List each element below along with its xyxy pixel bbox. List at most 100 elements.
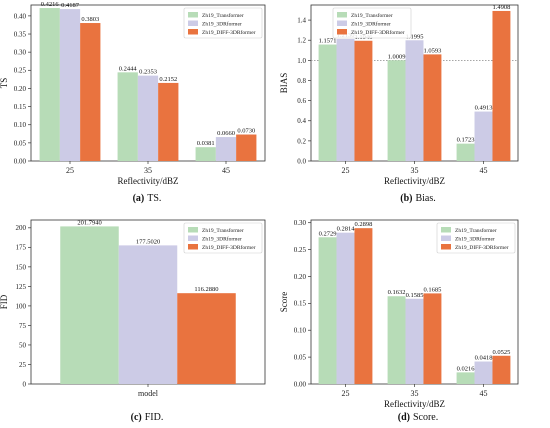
legend-entry: Zh19_Transformer [351, 12, 393, 19]
legend-swatch [441, 244, 451, 250]
data-label: 0.2152 [159, 76, 177, 83]
y-tick-label: 0.6 [297, 97, 306, 105]
bar-Zh19_3DRformer-35 [137, 75, 159, 161]
bar-Zh19_3DRformer-35 [405, 298, 424, 384]
data-label: 0.2898 [355, 221, 373, 228]
y-tick-label: 0.0 [297, 157, 306, 165]
y-tick-label: 100 [16, 302, 27, 310]
x-axis-label: Reflectivity/dBZ [118, 176, 179, 186]
data-label: 0.0418 [475, 355, 493, 362]
legend-entry: Zh19_3DRformer [455, 236, 495, 243]
data-label: 0.1585 [406, 292, 424, 299]
caption-text: Bias. [415, 193, 435, 204]
x-axis-label: Reflectivity/dBZ [384, 399, 445, 409]
y-tick-label: 0.30 [294, 219, 307, 227]
y-tick-label: 0.25 [294, 246, 307, 254]
x-tick-label: 25 [342, 166, 350, 175]
bar-Zh19_Transformer-35 [387, 60, 406, 161]
legend-entry: Zh19_DIFF-3DRformer [202, 244, 256, 251]
bar-Zh19_3DRformer-35 [405, 40, 424, 161]
bar-Zh19_Transformer-25 [318, 44, 337, 161]
legend-swatch [441, 227, 451, 233]
y-tick-label: 50 [19, 341, 27, 349]
legend-swatch [441, 235, 451, 241]
bar-Zh19_Transformer-45 [195, 147, 216, 161]
bar-Zh19_3DRformer-25 [336, 232, 355, 384]
y-tick-label: 0.00 [14, 157, 27, 165]
data-label: 1.1995 [406, 33, 424, 40]
y-tick-label: 0.30 [14, 49, 27, 57]
bar-Zh19_Transformer-25 [318, 237, 337, 384]
legend-box [332, 7, 412, 39]
data-label: 1.1571 [319, 38, 337, 45]
bar-Zh19_3DRformer-25 [59, 9, 81, 162]
y-tick-label: 175 [16, 244, 27, 252]
x-tick-label: 35 [144, 166, 152, 175]
y-tick-label: 0.05 [294, 354, 307, 362]
panel-caption: (d) Score. [398, 412, 439, 423]
bar-Zh19_3DRformer-45 [474, 111, 493, 161]
y-tick-label: 0.10 [294, 327, 307, 335]
bar-Zh19_DIFF-3DRformer-25 [354, 228, 373, 384]
legend-entry: Zh19_Transformer [202, 227, 244, 234]
caption-label: (d) [398, 412, 410, 423]
data-label: 0.0730 [237, 128, 255, 135]
legend-swatch [188, 20, 198, 26]
bar-Zh19_DIFF-3DRformer-25 [80, 23, 101, 161]
y-tick-label: 0.40 [14, 12, 27, 20]
legend-swatch [188, 29, 198, 35]
panel-caption: (a) TS. [133, 193, 162, 204]
y-tick-label: 0.15 [14, 103, 27, 111]
legend-entry: Zh19_Transformer [455, 227, 497, 234]
bar-Zh19_Transformer-model [60, 226, 119, 384]
bar-Zh19_DIFF-3DRformer-45 [492, 10, 511, 162]
legend-swatch [337, 12, 347, 18]
legend-swatch [188, 227, 198, 233]
y-tick-label: 0.20 [14, 85, 27, 93]
y-tick-label: 200 [16, 224, 27, 232]
data-label: 0.0525 [493, 349, 511, 356]
caption-label: (a) [133, 193, 145, 204]
data-label: 0.1632 [388, 289, 406, 296]
y-tick-label: 0.20 [294, 273, 307, 281]
legend-swatch [337, 20, 347, 26]
data-label: 1.0009 [388, 53, 406, 60]
legend-swatch [188, 12, 198, 18]
bar-Zh19_3DRformer-25 [336, 38, 355, 161]
legend-swatch [188, 235, 198, 241]
bar-Zh19_DIFF-3DRformer-25 [354, 40, 373, 162]
legend-box [436, 222, 516, 254]
legend-entry: Zh19_DIFF-3DRformer [202, 29, 256, 36]
bar-Zh19_DIFF-3DRformer-35 [423, 293, 442, 384]
x-tick-label: model [138, 389, 159, 398]
bar-Zh19_DIFF-3DRformer-45 [236, 134, 257, 161]
data-label: 0.0216 [457, 365, 476, 372]
data-label: 0.3803 [81, 16, 99, 23]
y-axis-label: BIAS [279, 73, 289, 94]
bar-Zh19_Transformer-25 [39, 8, 60, 162]
data-label: 1.0593 [424, 47, 442, 54]
x-tick-label: 45 [480, 166, 488, 175]
data-label: 0.0381 [197, 140, 215, 147]
y-tick-label: 125 [16, 283, 27, 291]
y-tick-label: 0.05 [14, 139, 27, 147]
data-label: 0.2729 [319, 230, 337, 237]
legend-swatch [337, 29, 347, 35]
y-tick-label: 1.0 [297, 57, 306, 65]
legend-entry: Zh19_Transformer [202, 12, 244, 19]
bar-Zh19_3DRformer-45 [215, 137, 237, 161]
caption-text: FID. [145, 412, 164, 423]
bar-Zh19_DIFF-3DRformer-35 [423, 54, 442, 161]
bar-Zh19_3DRformer-45 [474, 361, 493, 384]
x-tick-label: 25 [66, 166, 74, 175]
y-tick-label: 0.15 [294, 300, 307, 308]
data-label: 0.2444 [119, 65, 138, 72]
legend-entry: Zh19_DIFF-3DRformer [351, 29, 405, 36]
data-label: 1.4908 [493, 4, 511, 11]
caption-label: (b) [400, 193, 412, 204]
data-label: 0.0660 [217, 130, 235, 137]
y-tick-label: 150 [16, 263, 27, 271]
y-tick-label: 75 [19, 322, 27, 330]
y-tick-label: 0 [23, 380, 27, 388]
